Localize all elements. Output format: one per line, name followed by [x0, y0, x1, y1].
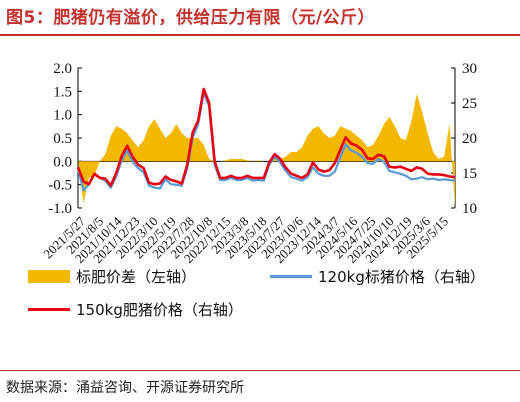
- left-tick-label: 0.0: [53, 154, 72, 170]
- legend-item-150kg: 150kg肥猪价格（右轴）: [28, 299, 243, 320]
- source-rule: [0, 370, 520, 371]
- series-150kg-line: [76, 87, 456, 187]
- left-tick-label: -1.0: [48, 201, 72, 217]
- right-tick-label: 25: [462, 96, 477, 112]
- legend-label-150kg: 150kg肥猪价格（右轴）: [76, 301, 243, 319]
- chart: -1.0-0.50.00.51.01.52.010152025302021/5/…: [40, 61, 477, 266]
- series-spread-area: [78, 93, 455, 208]
- right-tick-label: 15: [462, 166, 477, 182]
- source-note: 数据来源：涌益咨询、开源证券研究所: [6, 380, 244, 396]
- chart-title: 图5：肥猪仍有溢价，供给压力有限（元/公斤）: [6, 8, 376, 28]
- title-rule: [0, 34, 520, 36]
- legend-swatch-spread: [28, 270, 70, 283]
- right-tick-label: 30: [462, 61, 477, 77]
- left-tick-label: 1.0: [53, 108, 72, 124]
- right-tick-label: 10: [462, 201, 477, 217]
- legend-swatch-120kg: [270, 275, 312, 278]
- right-tick-label: 20: [462, 131, 477, 147]
- left-tick-label: 0.5: [53, 131, 72, 147]
- legend-label-spread: 标肥价差（左轴）: [76, 268, 197, 286]
- left-tick-label: 1.5: [53, 84, 72, 100]
- legend-label-120kg: 120kg标猪价格（右轴）: [318, 268, 485, 286]
- left-tick-label: 2.0: [53, 61, 72, 77]
- legend-item-spread: 标肥价差（左轴）: [28, 266, 196, 287]
- legend-swatch-150kg: [28, 308, 70, 311]
- legend-item-120kg: 120kg标猪价格（右轴）: [270, 266, 485, 287]
- left-tick-label: -0.5: [48, 178, 72, 194]
